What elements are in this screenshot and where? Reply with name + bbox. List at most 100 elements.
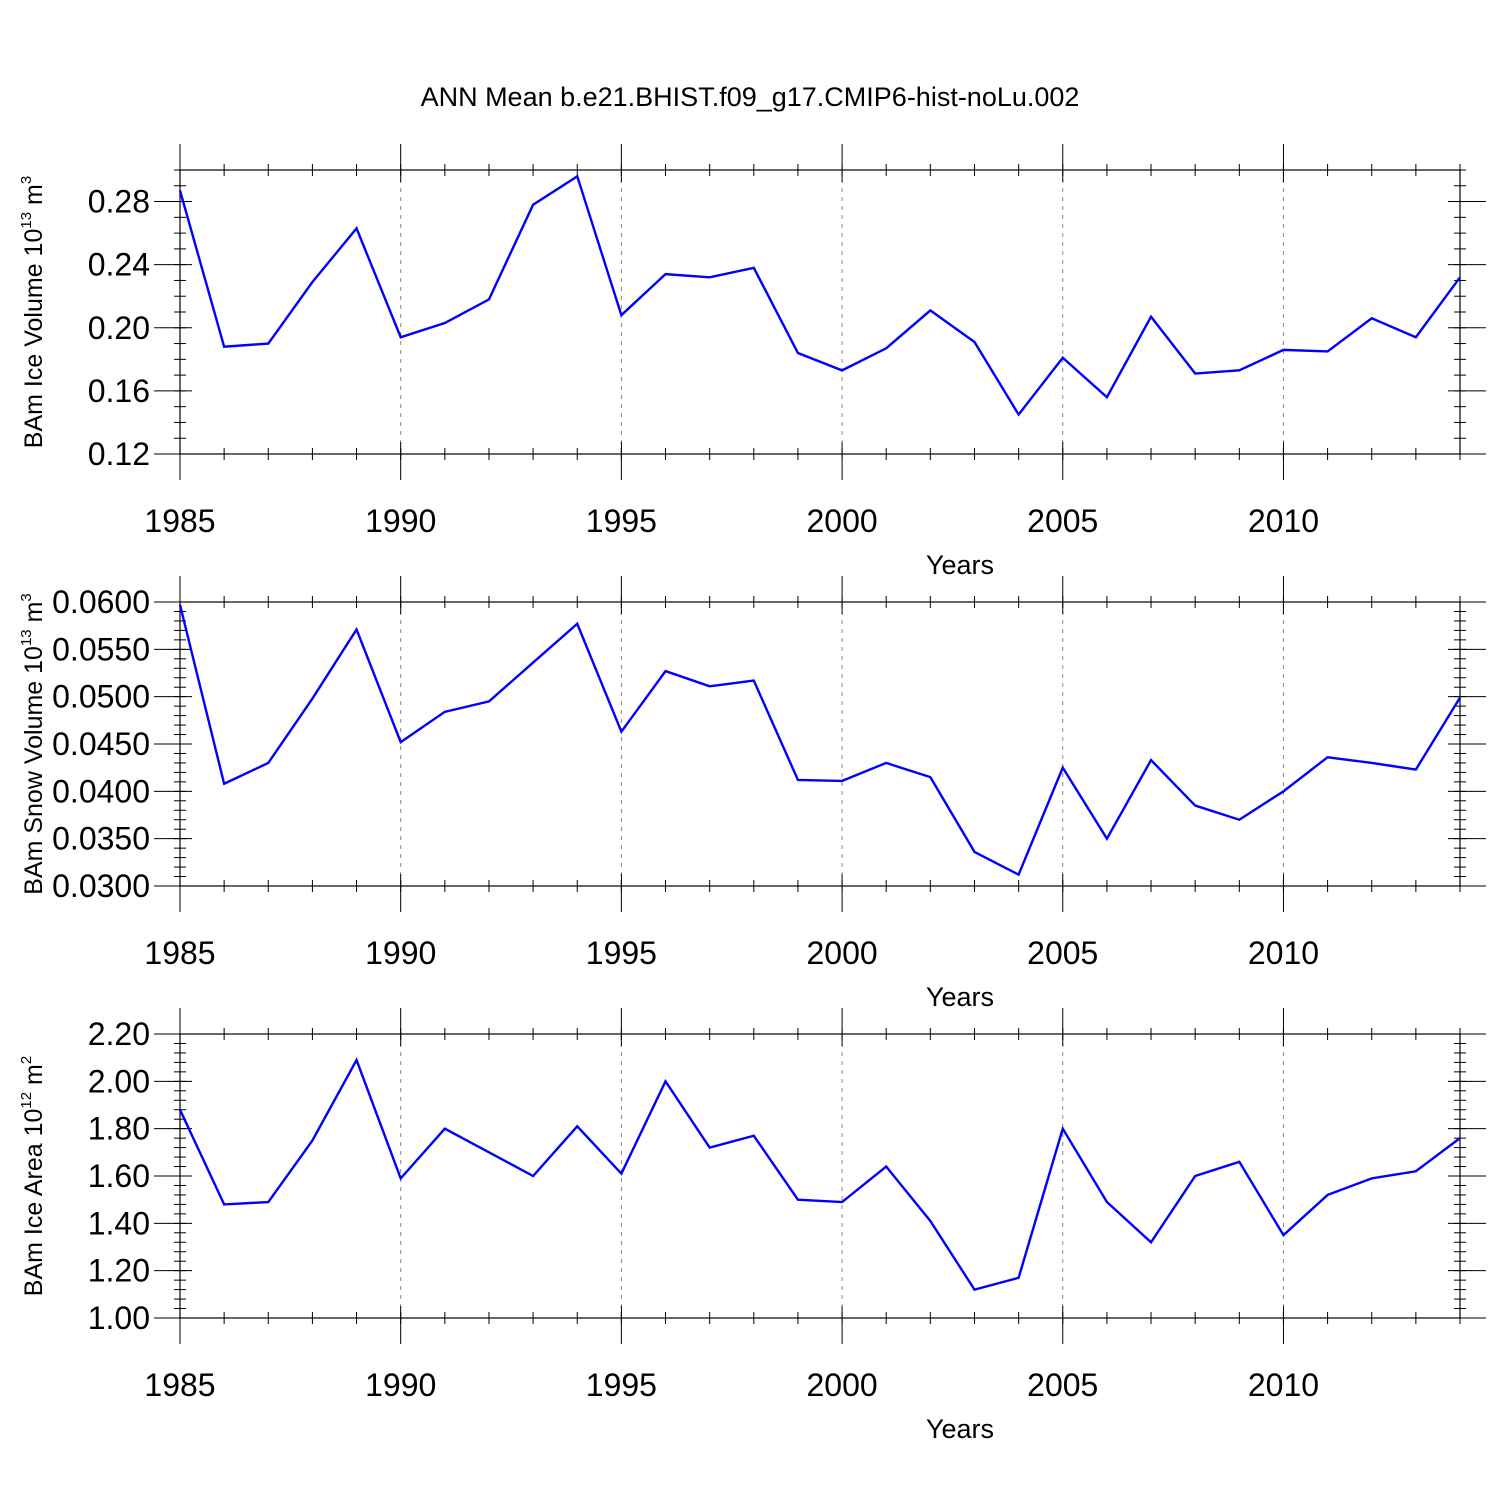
data-point (753, 267, 754, 268)
y-axis-title-unit: m (20, 184, 48, 212)
data-point (224, 783, 225, 784)
data-point (1151, 1242, 1152, 1243)
data-point (621, 731, 622, 732)
plot-frame (179, 1033, 1461, 1319)
data-point (1371, 318, 1372, 319)
data-point (1239, 819, 1240, 820)
y-tick-label: 0.0400 (52, 773, 150, 809)
data-point (533, 204, 534, 205)
data-point (1327, 351, 1328, 352)
data-point (1415, 1171, 1416, 1172)
data-point (1283, 1235, 1284, 1236)
data-point (930, 777, 931, 778)
data-point (268, 343, 269, 344)
data-point (488, 299, 489, 300)
panels: 1985 1990 1995 2000 2005 2010 0.12 0.16 0.20 0.24… (18, 144, 1486, 1444)
data-point (577, 1126, 578, 1127)
panel-2: 1985 1990 1995 2000 2005 2010 0.0300 0.0350 0.04… (18, 576, 1486, 1012)
data-point (1327, 1194, 1328, 1195)
data-point (444, 711, 445, 712)
data-point (797, 353, 798, 354)
data-point (1460, 1138, 1461, 1139)
y-tick-label: 0.0350 (52, 821, 150, 857)
x-tick-label: 2010 (1248, 1367, 1319, 1403)
x-tick-label: 1995 (586, 935, 657, 971)
y-axis-title-unit-exponent: 3 (18, 176, 35, 184)
x-tick-label: 1985 (144, 503, 215, 539)
data-point (488, 701, 489, 702)
data-point (1327, 757, 1328, 758)
y-axis-title: BAm Snow Volume 1013 m3 (18, 593, 48, 895)
y-tick-label: 1.40 (88, 1205, 150, 1241)
x-tick-label: 1990 (365, 503, 436, 539)
y-axis-title-unit-exponent: 3 (18, 593, 35, 601)
data-point (1018, 874, 1019, 875)
data-point (842, 370, 843, 371)
panel-1: 1985 1990 1995 2000 2005 2010 0.12 0.16 0.20 0.24… (18, 144, 1486, 580)
data-point (709, 277, 710, 278)
data-point (1460, 697, 1461, 698)
data-point (1371, 762, 1372, 763)
data-point (621, 1173, 622, 1174)
data-point (444, 1128, 445, 1129)
data-point (886, 762, 887, 763)
data-point (709, 1147, 710, 1148)
plot-frame (179, 601, 1461, 887)
data-point (1371, 1178, 1372, 1179)
data-point (1415, 337, 1416, 338)
data-point (665, 671, 666, 672)
data-point (974, 851, 975, 852)
x-tick-label: 2005 (1027, 1367, 1098, 1403)
data-point (1195, 373, 1196, 374)
y-axis-title-text: BAm Ice Area 10 (20, 1109, 48, 1297)
y-axis-title-exponent: 13 (18, 629, 35, 646)
data-point (1239, 370, 1240, 371)
data-point (268, 762, 269, 763)
data-point (577, 623, 578, 624)
data-point (1415, 769, 1416, 770)
y-tick-label: 0.0550 (52, 631, 150, 667)
data-point (488, 1152, 489, 1153)
data-point (533, 662, 534, 663)
y-tick-label: 0.28 (88, 184, 150, 220)
plot-frame (179, 169, 1461, 455)
x-axis-title: Years (926, 550, 994, 580)
y-axis-title-unit: m (20, 1064, 48, 1092)
data-point (1195, 1176, 1196, 1177)
data-point (356, 629, 357, 630)
y-tick-label: 1.00 (88, 1300, 150, 1336)
data-point (1062, 1128, 1063, 1129)
data-point (974, 341, 975, 342)
x-tick-label: 1985 (144, 935, 215, 971)
data-point (312, 282, 313, 283)
data-point (842, 780, 843, 781)
x-tick-label: 1990 (365, 935, 436, 971)
x-tick-label: 2000 (806, 935, 877, 971)
data-point (1018, 414, 1019, 415)
data-point (577, 176, 578, 177)
data-point (268, 1202, 269, 1203)
x-tick-label: 2005 (1027, 935, 1098, 971)
panel-3: 1985 1990 1995 2000 2005 2010 1.00 1.20 1.40 1.60… (18, 1008, 1486, 1444)
data-point (886, 348, 887, 349)
y-axis-title-text: BAm Ice Volume 10 (20, 229, 48, 449)
x-axis-title: Years (926, 1414, 994, 1444)
data-point (312, 698, 313, 699)
data-point (224, 1204, 225, 1205)
data-point (1062, 357, 1063, 358)
y-tick-label: 0.0300 (52, 868, 150, 904)
data-point (1195, 805, 1196, 806)
data-point (400, 742, 401, 743)
data-point (1106, 397, 1107, 398)
data-point (1283, 349, 1284, 350)
y-tick-label: 0.0600 (52, 584, 150, 620)
x-tick-label: 1995 (586, 1367, 657, 1403)
data-point (312, 1140, 313, 1141)
data-point (400, 1178, 401, 1179)
data-point (930, 310, 931, 311)
x-tick-label: 2010 (1248, 503, 1319, 539)
data-point (621, 315, 622, 316)
data-point (400, 337, 401, 338)
y-tick-label: 0.0450 (52, 726, 150, 762)
y-tick-label: 1.20 (88, 1253, 150, 1289)
